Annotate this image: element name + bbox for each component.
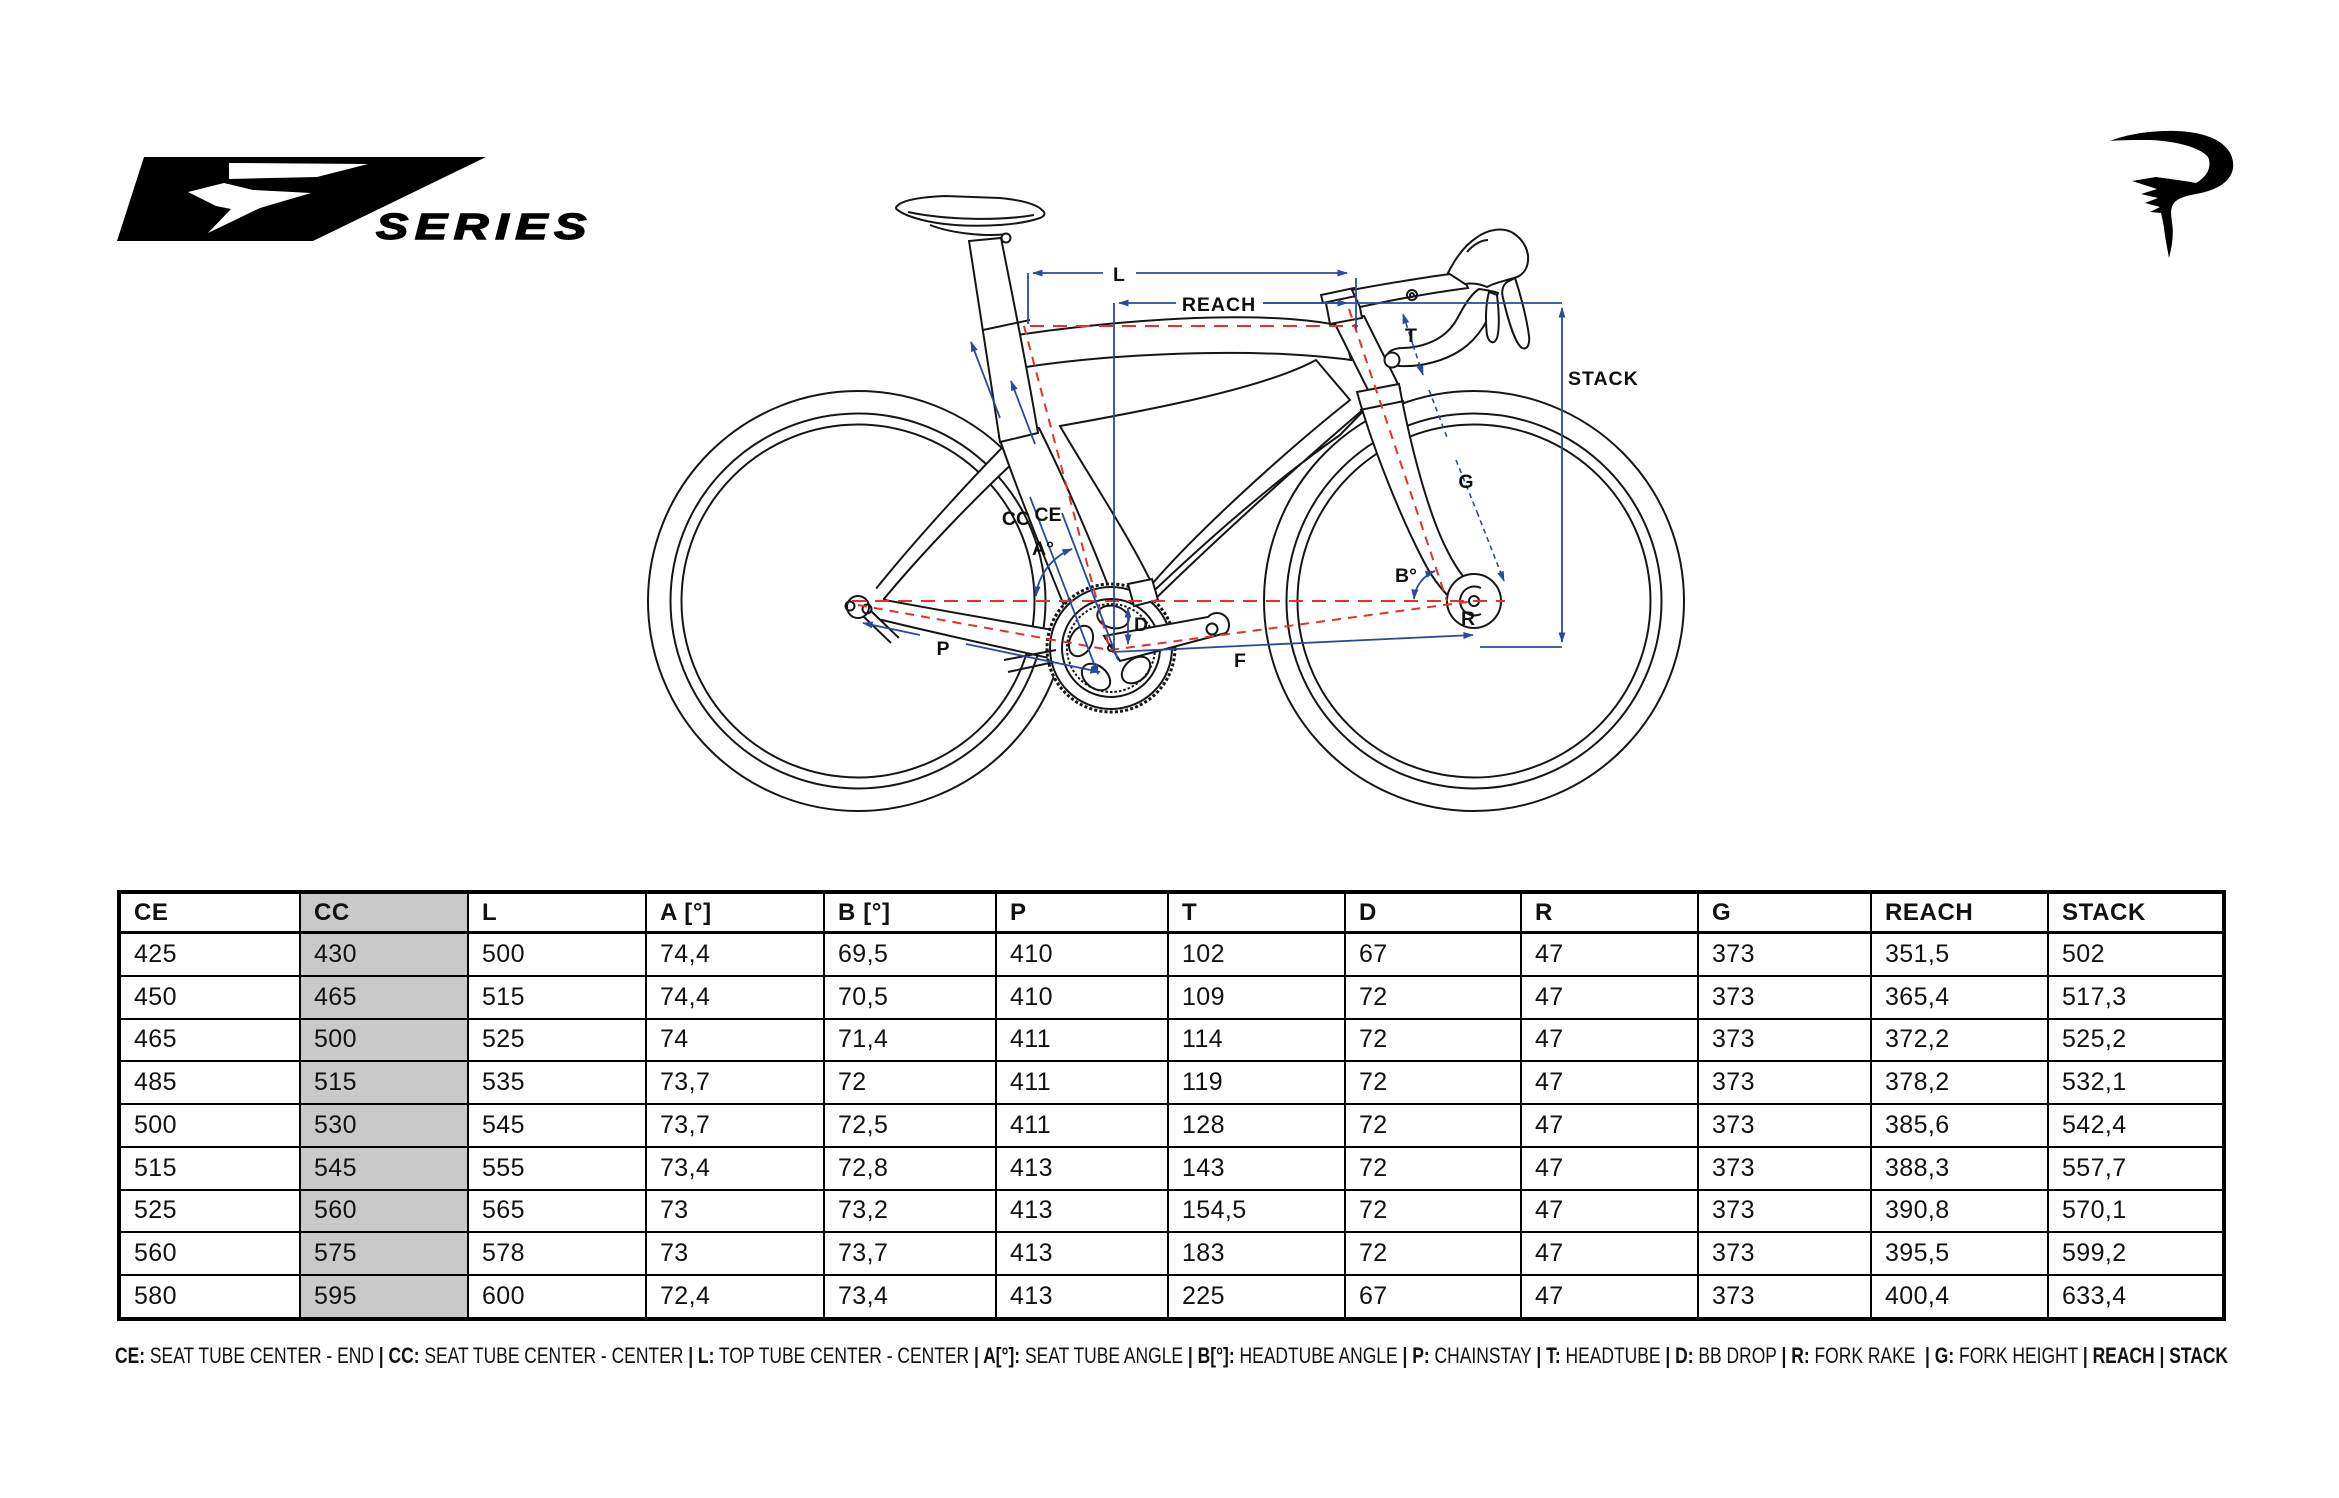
svg-text:STACK: STACK — [1568, 368, 1639, 390]
svg-text:G: G — [1458, 471, 1473, 493]
svg-text:F: F — [1234, 650, 1246, 672]
svg-text:T: T — [1405, 325, 1417, 347]
svg-text:R: R — [1461, 608, 1475, 630]
svg-text:CC: CC — [1002, 508, 1030, 530]
svg-text:L: L — [1113, 264, 1125, 286]
svg-text:P: P — [936, 638, 949, 660]
svg-text:B°: B° — [1395, 565, 1417, 587]
svg-text:SERIES: SERIES — [376, 206, 593, 247]
svg-text:D: D — [1134, 614, 1148, 636]
svg-text:REACH: REACH — [1182, 294, 1256, 316]
svg-text:CE: CE — [1034, 504, 1061, 526]
svg-text:A°: A° — [1032, 538, 1054, 560]
